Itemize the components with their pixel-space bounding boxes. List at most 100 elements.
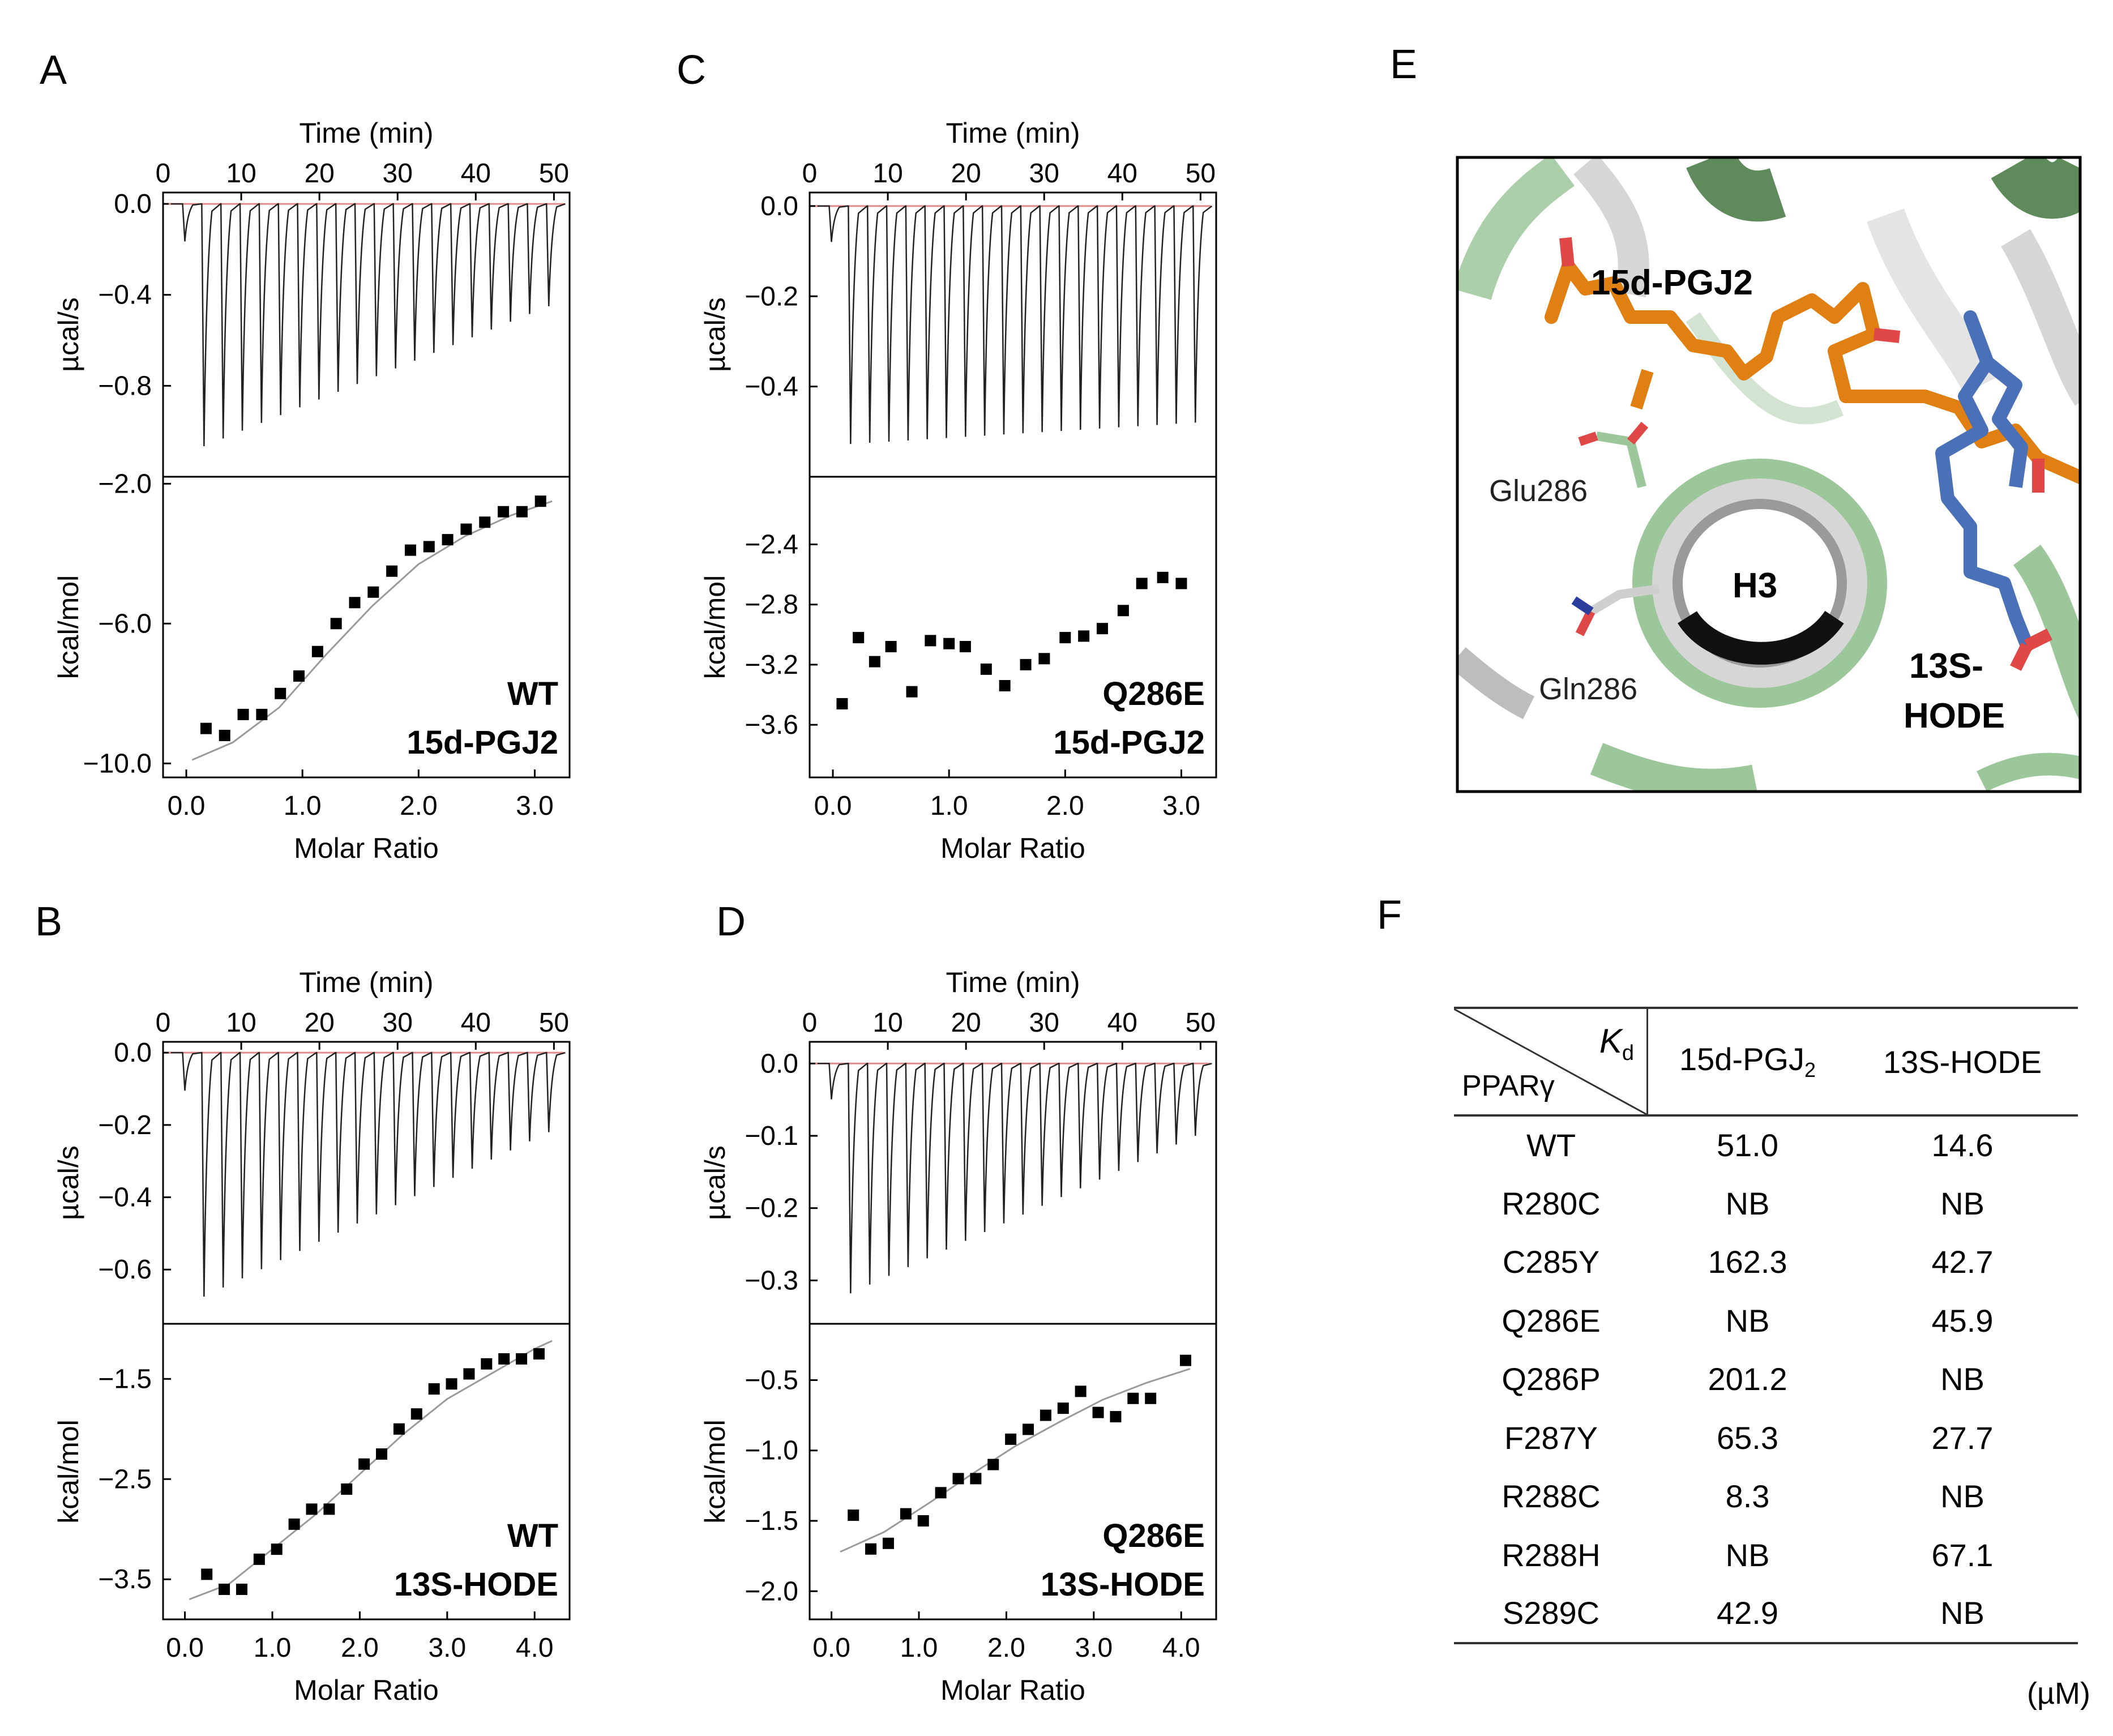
row-name: R288H (1502, 1537, 1601, 1573)
panel-d-thermogram-frame (809, 1041, 1217, 1325)
panel-d-data-point (1057, 1403, 1069, 1414)
table-row: WT 51.0 14.6 (1454, 1115, 2078, 1174)
panel-d-data-point (935, 1487, 947, 1499)
panel-d-data-point (1110, 1411, 1122, 1423)
panel-a-time-tick-label: 30 (383, 159, 413, 189)
panel-d-time-tick-label: 30 (1029, 1008, 1059, 1038)
panel-label-b: B (35, 899, 62, 944)
panel-b-isotherm-frame (162, 1323, 571, 1620)
ligand-13s-hode-label-line2: HODE (1904, 696, 2005, 736)
panel-b-time-tick-label: 40 (461, 1008, 491, 1038)
panel-c-time-tick-label: 10 (872, 159, 902, 189)
panel-a-data-point (386, 565, 398, 577)
row-name: R280C (1502, 1185, 1601, 1221)
panel-d-ratio-tick-label: 2.0 (987, 1633, 1025, 1663)
table-row: C285Y 162.3 42.7 (1454, 1233, 2078, 1292)
panel-label-c: C (677, 48, 706, 93)
kd-13s-hode: 42.7 (1931, 1244, 1994, 1280)
panel-b-data-point (253, 1553, 265, 1565)
panel-b-ratio-tick-label: 4.0 (516, 1633, 554, 1663)
panel-b-time-tick-label: 30 (383, 1008, 413, 1038)
panel-d-power-tick-label: −0.2 (745, 1194, 798, 1224)
ligand-13s-hode-label-line1: 13S- (1909, 647, 1983, 686)
row-name: C285Y (1502, 1244, 1600, 1280)
h3-helix-label: H3 (1733, 566, 1777, 605)
panel-label-e: E (1390, 42, 1417, 87)
panel-a-annotation-ligand: 15d-PGJ2 (407, 724, 558, 761)
panel-c-isotherm-frame (809, 476, 1217, 779)
panel-b-data-point (236, 1583, 247, 1595)
panel-d-isotherm-frame (809, 1323, 1217, 1620)
kd-13s-hode: NB (1940, 1478, 1984, 1515)
panel-d-data-point (1040, 1409, 1051, 1421)
panel-b-data-point (358, 1458, 370, 1470)
panel-b-ratio-tick-label: 3.0 (428, 1633, 466, 1663)
panel-c-time-axis-label: Time (min) (946, 117, 1080, 149)
panel-a-thermogram-frame (162, 191, 571, 478)
panel-a-power-tick-label: −0.4 (98, 280, 152, 310)
panel-c-time-tick-label: 50 (1186, 159, 1216, 189)
table-row: Q286P 201.2 NB (1454, 1350, 2078, 1409)
panel-d-power-axis-label: µcal/s (699, 1145, 731, 1220)
panel-d-data-point (900, 1508, 912, 1520)
panel-a-isotherm-frame (162, 476, 571, 779)
panel-a-data-point (534, 495, 546, 507)
panel-a-data-point (219, 729, 230, 741)
panel-d-data-point (917, 1515, 929, 1527)
panel-c-enthalpy-tick-label: −3.6 (745, 710, 798, 740)
panel-a-time-tick-label: 20 (304, 159, 334, 189)
panel-c-annotation-protein: Q286E (1102, 675, 1205, 712)
panel-d-data-point (1179, 1354, 1191, 1366)
panel-a-data-point (498, 506, 510, 518)
panel-b-data-point (481, 1358, 493, 1370)
glu286-label: Glu286 (1489, 474, 1588, 508)
panel-d-data-point (1023, 1423, 1034, 1435)
kd-table-body: WT 51.0 14.6 R280C NB NB C285Y 162.3 42.7 Q286E NB… (1454, 1115, 2078, 1644)
kd-subscript: d (1622, 1041, 1634, 1065)
panel-c-ratio-tick-label: 1.0 (930, 791, 968, 821)
panel-c-data-point (1175, 578, 1187, 589)
panel-b-time-tick-label: 10 (226, 1008, 256, 1038)
panel-b-time-tick-label: 20 (304, 1008, 334, 1038)
panel-a-data-point (404, 544, 416, 556)
kd-15d-pgj2: 8.3 (1725, 1478, 1770, 1515)
panel-a-data-point (330, 618, 342, 630)
panel-a-ratio-tick-label: 0.0 (168, 791, 206, 821)
panel-c-data-point (885, 641, 897, 653)
panel-c-data-point (980, 663, 992, 675)
panel-c-data-point (1078, 630, 1090, 642)
panel-d-thermogram-trace (817, 1063, 1212, 1294)
panel-label-d: D (716, 899, 746, 944)
panel-c-data-point (1117, 605, 1129, 617)
panel-c-data-point (1020, 659, 1032, 670)
panel-b-thermogram-frame (162, 1041, 571, 1325)
panel-d-enthalpy-tick-label: −1.5 (745, 1506, 798, 1536)
panel-a-data-point (275, 687, 286, 699)
col-header-15d-pgj2: 15d-PGJ2 (1648, 1008, 1847, 1115)
panel-b-power-axis-label: µcal/s (53, 1145, 84, 1220)
table-corner-header: Kd PPARγ (1454, 1008, 1648, 1115)
panel-c-data-point (1059, 632, 1071, 644)
panel-a-enthalpy-tick-label: −2.0 (98, 469, 152, 499)
panel-a-thermogram-trace (170, 203, 566, 447)
ppar-header: PPARγ (1462, 1070, 1555, 1102)
panel-a-enthalpy-tick-label: −10.0 (83, 749, 152, 779)
table-row: Q286E NB 45.9 (1454, 1292, 2078, 1350)
kd-15d-pgj2: 65.3 (1717, 1419, 1779, 1456)
panel-b-data-point (323, 1503, 335, 1515)
panel-d-annotation-protein: Q286E (1102, 1517, 1205, 1554)
col1-subscript: 2 (1804, 1058, 1816, 1082)
row-name: F287Y (1504, 1419, 1598, 1456)
kd-15d-pgj2: 51.0 (1717, 1127, 1779, 1164)
panel-b-power-tick-label: −0.4 (98, 1183, 152, 1213)
panel-d-enthalpy-axis-label: kcal/mol (699, 1419, 731, 1523)
col1-text: 15d-PGJ (1679, 1041, 1804, 1077)
panel-b-annotation-protein: WT (507, 1517, 558, 1554)
structure-frame (1456, 156, 2082, 793)
panel-d-data-point (848, 1510, 859, 1521)
panel-a-enthalpy-tick-label: −6.0 (98, 609, 152, 639)
panel-c-data-point (925, 635, 936, 647)
panel-d-time-tick-label: 20 (951, 1008, 981, 1038)
kd-table: Kd PPARγ 15d-PGJ2 13S-HODE WT 51.0 14.6 R28… (1454, 1007, 2078, 1644)
panel-b-enthalpy-tick-label: −1.5 (98, 1364, 152, 1394)
